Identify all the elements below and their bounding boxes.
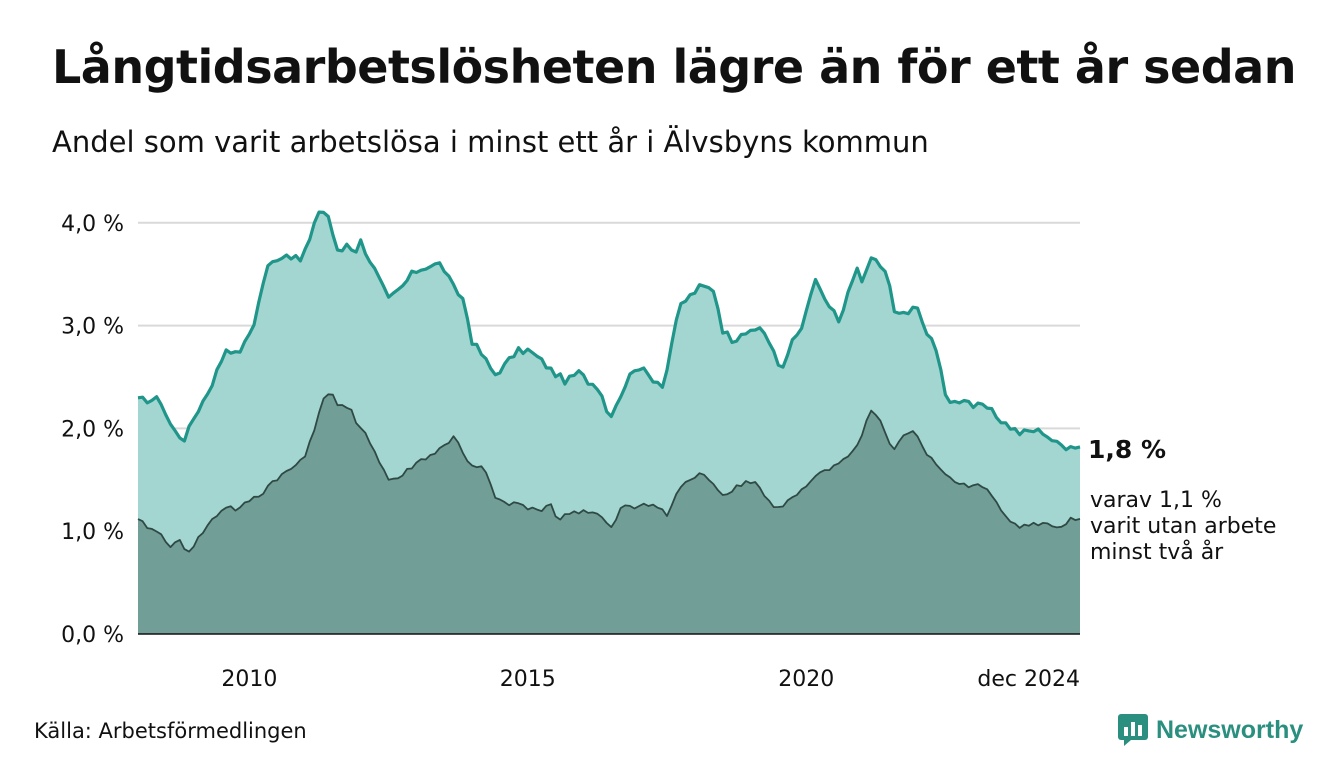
newsworthy-chart-icon [1118, 714, 1148, 746]
series-area-longterm [138, 394, 1080, 634]
y-axis-labels: 0,0 % 1,0 % 2,0 % 3,0 % 4,0 % [61, 212, 124, 648]
brand-name: Newsworthy [1156, 715, 1304, 744]
series-line-longterm [137, 393, 1081, 553]
brand-logo: Newsworthy [1118, 714, 1303, 746]
x-tick-label: 2020 [778, 667, 834, 692]
x-axis-labels: 2010 2015 2020 dec 2024 [221, 667, 1080, 692]
y-tick-label: 3,0 % [61, 315, 124, 340]
end-label-total: 1,8 % [1088, 435, 1166, 464]
chart-subtitle: Andel som varit arbetslösa i minst ett å… [52, 125, 929, 159]
y-tick-label: 1,0 % [61, 520, 124, 545]
series-layer [137, 210, 1081, 634]
end-label-longterm-line-2: varit utan arbete [1090, 514, 1276, 539]
series-line-total [137, 210, 1081, 452]
end-label-longterm-line-1: varav 1,1 % [1090, 488, 1222, 513]
y-tick-label: 4,0 % [61, 212, 124, 237]
x-tick-label: 2015 [500, 667, 556, 692]
y-tick-label: 2,0 % [61, 417, 124, 442]
end-labels: 1,8 % varav 1,1 % varit utan arbete mins… [1088, 435, 1276, 565]
x-tick-label: dec 2024 [977, 667, 1080, 692]
chart-title: Långtidsarbetslösheten lägre än för ett … [52, 40, 1296, 94]
source-note: Källa: Arbetsförmedlingen [34, 719, 307, 743]
y-tick-label: 0,0 % [61, 623, 124, 648]
x-tick-label: 2010 [221, 667, 277, 692]
end-label-longterm-line-3: minst två år [1090, 539, 1224, 565]
